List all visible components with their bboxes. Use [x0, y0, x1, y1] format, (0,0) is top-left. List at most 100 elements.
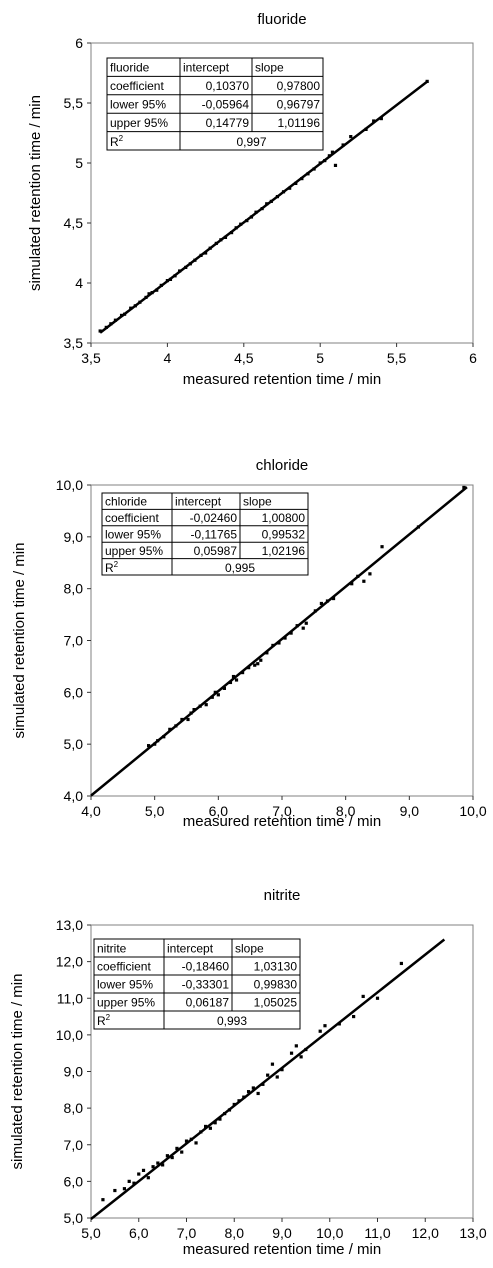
data-point: [184, 1139, 189, 1143]
data-point: [199, 253, 203, 257]
table-value-cell: 1,02196: [262, 544, 306, 558]
data-point: [260, 207, 264, 211]
data-point: [399, 961, 403, 966]
regression-line: [90, 938, 446, 1221]
data-point: [265, 202, 269, 206]
y-tick-label: 13,0: [56, 917, 83, 933]
data-point: [150, 291, 154, 295]
x-tick-label: 7,0: [272, 803, 292, 819]
data-point: [242, 1095, 246, 1099]
y-tick-label: 7,0: [64, 1137, 84, 1153]
y-tick-label: 6,0: [64, 684, 84, 700]
x-tick-label: 11,0: [364, 1225, 390, 1241]
table-row-label: lower 95%: [105, 528, 161, 542]
table-value-cell: 1,03130: [254, 960, 298, 974]
data-point: [256, 662, 260, 666]
data-point: [153, 742, 157, 746]
data-point: [222, 686, 226, 690]
table-value-cell: 1,05025: [254, 996, 298, 1010]
data-point: [173, 274, 177, 278]
data-point: [98, 329, 102, 333]
data-point: [234, 226, 238, 230]
data-point: [356, 574, 360, 578]
chart-title: nitrite: [264, 887, 301, 904]
table-value-cell: 0,97800: [277, 79, 321, 93]
table-r2-value: 0,997: [236, 135, 266, 149]
data-point: [194, 1141, 198, 1145]
table-r2-label: R2: [97, 1013, 111, 1028]
y-tick-label: 9,0: [64, 529, 84, 545]
table-value-cell: -0,11765: [191, 528, 238, 542]
data-point: [199, 1130, 203, 1134]
data-point: [229, 231, 234, 235]
stats-table-frame: [106, 57, 324, 151]
y-tick-label: 11,0: [57, 990, 83, 1006]
data-point: [175, 1146, 179, 1151]
x-axis-label: measured retention time / min: [183, 813, 381, 830]
data-point: [265, 651, 269, 655]
data-point: [368, 572, 372, 576]
data-point: [159, 283, 163, 287]
data-point: [239, 222, 243, 226]
table-r2-label: R2: [110, 134, 124, 149]
data-point: [289, 1051, 294, 1055]
data-point: [219, 238, 223, 242]
data-point: [210, 695, 214, 699]
x-axis-label: measured retention time / min: [183, 371, 381, 388]
data-point: [337, 1022, 341, 1026]
x-tick-label: 6,0: [129, 1225, 149, 1241]
data-point: [184, 265, 188, 269]
data-point: [245, 219, 249, 223]
data-point: [253, 663, 257, 667]
x-tick-label: 5,0: [145, 803, 165, 819]
table-value-cell: 0,10370: [206, 79, 250, 93]
data-point: [300, 177, 304, 181]
table-value-cell: 0,96797: [277, 98, 321, 112]
data-point: [379, 117, 383, 121]
data-point: [266, 1073, 270, 1077]
data-point: [416, 525, 421, 529]
y-tick-label: 9,0: [64, 1064, 84, 1080]
table-value-cell: 0,99830: [254, 978, 298, 992]
data-point: [213, 690, 217, 694]
x-tick-label: 8,0: [336, 803, 356, 819]
y-tick-label: 5,0: [64, 736, 84, 752]
data-point: [204, 251, 208, 255]
data-point: [156, 1161, 160, 1165]
data-point: [151, 1165, 155, 1169]
data-point: [306, 172, 310, 176]
table-row-label: coefficient: [97, 960, 151, 974]
stats-table: fluoride intercept slope coefficient 0,10370…: [106, 57, 324, 151]
plot-area: [90, 42, 474, 344]
data-point: [304, 621, 308, 625]
table-value-cell: 0,06187: [186, 996, 230, 1010]
data-point: [104, 325, 108, 329]
table-row-label: upper 95%: [110, 116, 168, 130]
data-point: [170, 1155, 174, 1160]
data-point: [178, 269, 182, 273]
table-r2-value: 0,993: [217, 1014, 247, 1028]
data-point: [425, 79, 429, 83]
data-point: [331, 596, 336, 601]
data-point: [122, 1187, 127, 1191]
data-point: [341, 143, 345, 147]
x-tick-label: 6,0: [209, 803, 229, 819]
data-point: [280, 1068, 284, 1072]
data-point: [168, 277, 173, 281]
data-point: [301, 626, 305, 630]
table-value-cell: -0,02460: [190, 511, 238, 525]
y-axis-label: simulated retention time / min: [9, 974, 26, 1170]
y-tick-label: 8,0: [64, 1100, 84, 1116]
data-point: [228, 680, 233, 685]
table-r2-label: R2: [105, 560, 119, 575]
data-point: [288, 186, 292, 190]
data-point: [165, 279, 169, 283]
data-point: [147, 292, 151, 296]
data-point: [165, 1154, 169, 1158]
y-tick-label: 4,0: [64, 788, 84, 804]
chart-chloride: chloride 4,0 5,0 6,0 7,0 8,0 9,0 10,0 4,0 5,0 6,0 7…: [11, 457, 487, 830]
y-tick-label: 5: [75, 155, 83, 171]
table-value-cell: -0,18460: [182, 960, 230, 974]
data-point: [174, 724, 178, 728]
y-tick-label: 12,0: [56, 954, 83, 970]
